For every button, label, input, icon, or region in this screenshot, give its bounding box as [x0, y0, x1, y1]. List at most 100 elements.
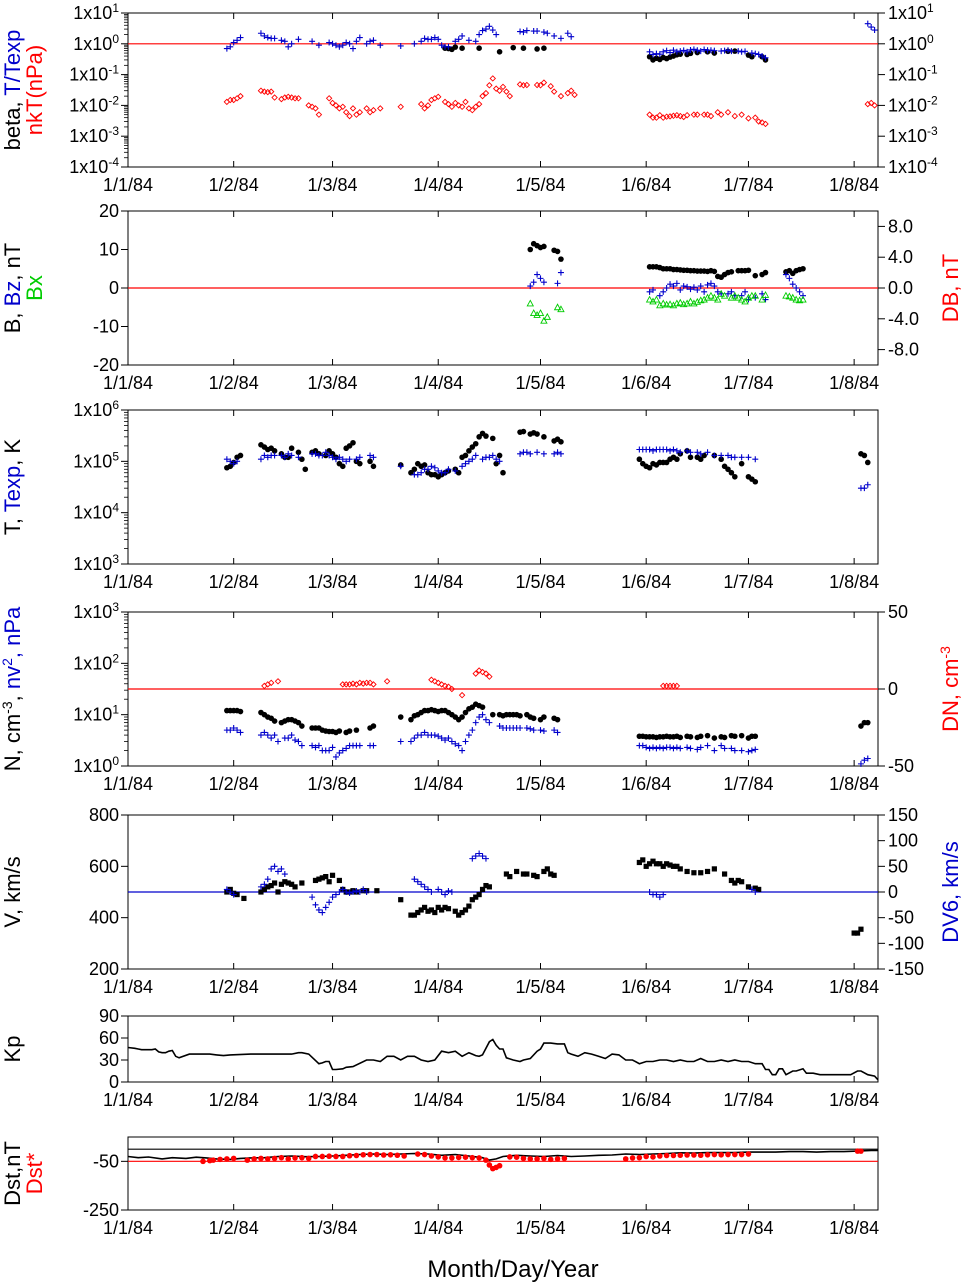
data-point	[731, 454, 738, 461]
data-point	[343, 889, 350, 895]
x-tick-label: 1/4/84	[413, 774, 463, 794]
y2-tick-label: 100	[888, 831, 918, 851]
data-point	[493, 456, 500, 463]
data-point	[758, 119, 766, 126]
y2-tick-label: -8.0	[888, 340, 919, 360]
data-point	[397, 463, 404, 470]
x-tick-label: 1/6/84	[621, 175, 671, 195]
data-point	[435, 467, 442, 474]
data-point	[650, 51, 656, 58]
data-point	[230, 460, 237, 467]
data-point	[309, 894, 316, 901]
data-point	[674, 456, 680, 463]
x-tick-label: 1/7/84	[723, 1218, 773, 1238]
data-point	[697, 283, 704, 290]
data-point	[394, 1152, 401, 1159]
data-point	[383, 678, 391, 685]
data-point	[752, 456, 759, 463]
data-point	[486, 454, 493, 461]
data-point	[414, 878, 421, 885]
data-point	[547, 1156, 554, 1163]
data-point	[421, 729, 428, 736]
data-point	[258, 1155, 264, 1162]
x-tick-label: 1/2/84	[209, 175, 259, 195]
data-point	[442, 1155, 448, 1161]
data-point	[284, 93, 292, 101]
data-point	[486, 673, 493, 680]
data-point	[530, 279, 537, 286]
data-point	[785, 292, 794, 300]
series-line	[127, 1149, 878, 1161]
data-point	[445, 887, 452, 894]
data-point	[864, 481, 871, 488]
data-point	[728, 745, 735, 752]
y2-tick-label: 1x10-4	[888, 155, 938, 177]
data-point	[714, 108, 722, 116]
data-point	[537, 82, 544, 89]
y2-tick-label: -150	[888, 959, 924, 979]
data-point	[332, 891, 339, 898]
data-point	[540, 279, 547, 286]
panel-density: 1/1/84 1/2/84 1/3/84 1/4/84 1/5/84 1/6/84 1/7/…	[0, 600, 963, 794]
data-point	[711, 747, 718, 754]
data-point	[738, 732, 745, 739]
data-point	[469, 727, 476, 734]
data-point	[258, 889, 264, 895]
data-point	[520, 428, 527, 435]
data-point	[667, 862, 673, 868]
data-point	[312, 877, 319, 884]
data-point	[482, 855, 489, 862]
x-tick-label: 1/1/84	[103, 774, 153, 794]
data-point	[732, 48, 738, 54]
data-point	[646, 464, 653, 471]
data-point	[339, 681, 347, 688]
data-point	[493, 31, 500, 38]
data-point	[445, 100, 452, 108]
data-point	[271, 863, 278, 870]
data-point	[452, 99, 459, 107]
data-point	[704, 742, 711, 749]
data-point	[756, 886, 762, 893]
data-point	[858, 1148, 864, 1154]
data-point	[448, 738, 455, 745]
data-point	[643, 1153, 649, 1160]
data-point	[421, 105, 428, 112]
data-point	[237, 729, 244, 736]
data-point	[643, 863, 649, 869]
data-point	[322, 904, 329, 911]
x-tick-label: 1/4/84	[413, 373, 463, 393]
data-point	[278, 881, 285, 887]
data-point	[646, 745, 653, 752]
data-point	[701, 288, 708, 295]
data-point	[496, 723, 503, 730]
data-point	[687, 46, 694, 53]
data-point	[299, 880, 305, 886]
data-point	[667, 281, 674, 288]
data-point	[694, 746, 701, 753]
data-point	[418, 469, 425, 476]
data-point	[418, 881, 425, 888]
data-point	[782, 271, 789, 278]
data-point	[656, 292, 663, 299]
data-point	[738, 454, 745, 461]
data-point	[540, 79, 548, 86]
y2-tick-label: 150	[888, 805, 918, 825]
data-point	[694, 111, 701, 118]
data-point	[370, 454, 377, 461]
data-point	[353, 887, 360, 894]
data-point	[257, 883, 264, 890]
data-point	[322, 449, 329, 456]
y2-tick-label: 0	[888, 679, 898, 699]
series-bfield-0	[527, 240, 806, 281]
data-point	[516, 81, 524, 88]
data-point	[534, 449, 541, 456]
y2-tick-label: -4.0	[888, 309, 919, 329]
data-point	[680, 283, 687, 290]
y2-tick-label: 50	[888, 856, 908, 876]
data-point	[656, 51, 663, 58]
data-point	[411, 912, 417, 918]
data-point	[411, 735, 418, 742]
data-point	[353, 727, 360, 733]
data-point	[366, 679, 374, 687]
data-point	[792, 295, 800, 303]
